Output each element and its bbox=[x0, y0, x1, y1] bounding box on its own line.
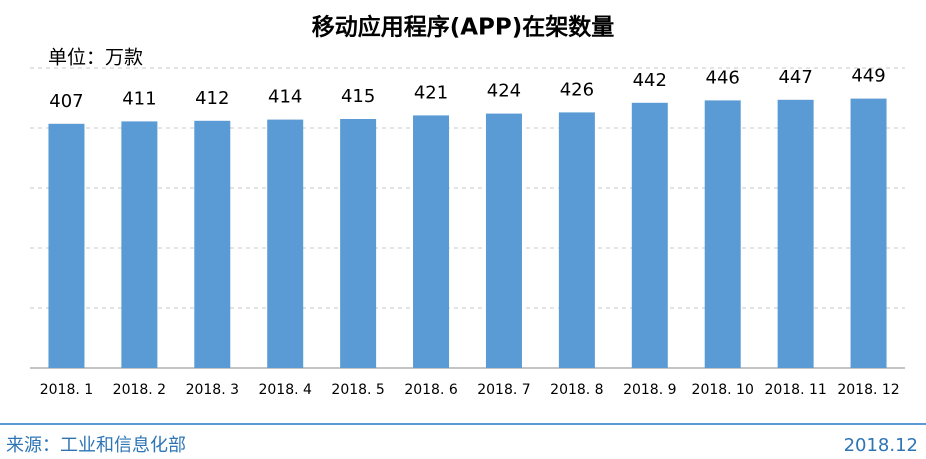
value-label: 414 bbox=[268, 87, 302, 108]
x-tick-label: 2018. 8 bbox=[550, 382, 603, 398]
value-label: 412 bbox=[195, 88, 229, 109]
value-label: 424 bbox=[487, 81, 521, 102]
bar bbox=[850, 98, 887, 368]
bar bbox=[777, 99, 814, 369]
bar bbox=[704, 100, 741, 369]
value-label: 449 bbox=[851, 66, 885, 87]
x-tick-label: 2018. 12 bbox=[837, 382, 899, 398]
footer-source: 来源：工业和信息化部 bbox=[6, 435, 186, 456]
value-label: 426 bbox=[560, 79, 594, 100]
bar bbox=[48, 123, 85, 368]
bar bbox=[413, 115, 450, 369]
bar bbox=[631, 102, 668, 369]
value-label: 411 bbox=[122, 88, 156, 109]
chart-title: 移动应用程序(APP)在架数量 bbox=[312, 14, 615, 41]
x-tick-label: 2018. 3 bbox=[186, 382, 239, 398]
x-tick-label: 2018. 4 bbox=[258, 382, 312, 398]
value-label: 415 bbox=[341, 86, 375, 107]
unit-label: 单位：万款 bbox=[48, 47, 143, 69]
bar bbox=[121, 121, 158, 369]
bar bbox=[194, 120, 231, 368]
bar bbox=[558, 112, 595, 369]
value-label: 447 bbox=[778, 67, 812, 88]
x-tick-label: 2018. 11 bbox=[764, 382, 826, 398]
x-tick-label: 2018. 7 bbox=[477, 382, 530, 398]
footer-date: 2018.12 bbox=[844, 435, 918, 456]
value-label: 407 bbox=[49, 91, 83, 112]
value-label: 442 bbox=[633, 70, 667, 91]
x-tick-label: 2018. 9 bbox=[623, 382, 676, 398]
bar bbox=[485, 113, 522, 368]
value-label: 421 bbox=[414, 82, 448, 103]
bar bbox=[267, 119, 304, 368]
x-tick-label: 2018. 1 bbox=[40, 382, 93, 398]
x-tick-label: 2018. 6 bbox=[404, 382, 458, 398]
value-label: 446 bbox=[706, 67, 740, 88]
x-tick-label: 2018. 2 bbox=[113, 382, 166, 398]
x-tick-label: 2018. 10 bbox=[692, 382, 754, 398]
bar bbox=[340, 119, 377, 368]
x-tick-label: 2018. 5 bbox=[331, 382, 384, 398]
